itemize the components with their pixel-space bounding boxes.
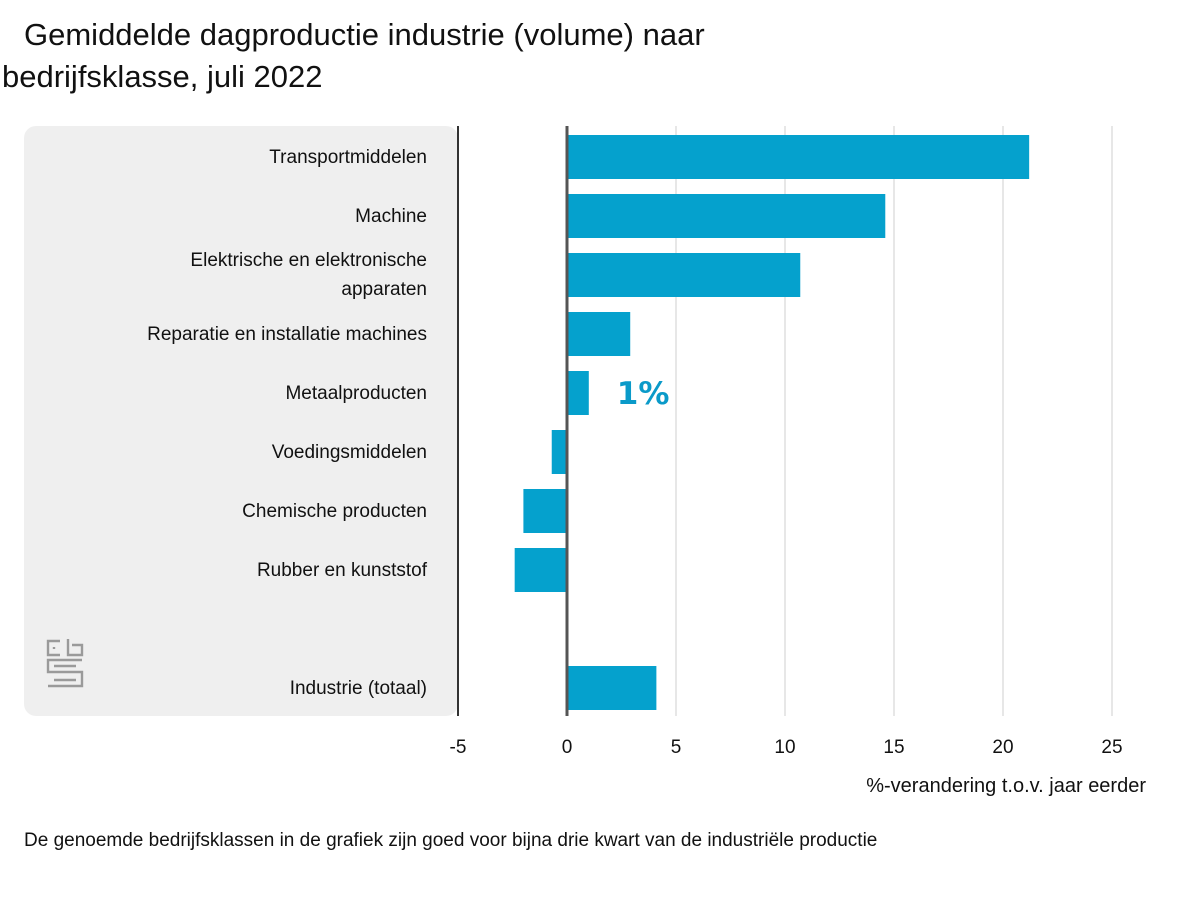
chart-title-line-1: Gemiddelde dagproductie industrie (volum… <box>24 17 705 52</box>
x-axis-title: %-verandering t.o.v. jaar eerder <box>866 775 1146 797</box>
chart-title-line-2: bedrijfsklasse, juli 2022 <box>2 59 323 94</box>
x-tick-label: -5 <box>450 737 467 758</box>
bar-4 <box>567 312 631 356</box>
x-tick-label: 10 <box>774 737 795 758</box>
category-label: Elektrische en elektronische apparaten <box>190 246 427 304</box>
footnote: De genoemde bedrijfsklassen in de grafie… <box>24 830 878 851</box>
bar-8 <box>514 548 567 592</box>
category-label: Transportmiddelen <box>269 143 427 172</box>
category-label-line: Reparatie en installatie machines <box>147 323 427 345</box>
bar-3 <box>567 253 801 297</box>
bar-7 <box>523 489 567 533</box>
bar-6 <box>551 430 567 474</box>
category-label-line: Rubber en kunststof <box>256 559 427 581</box>
x-tick-label: 15 <box>883 737 904 758</box>
category-label: Voedingsmiddelen <box>272 438 427 467</box>
category-label-line: Chemische producten <box>242 500 427 522</box>
bar-annotation: 1% <box>617 376 670 412</box>
category-label: Rubber en kunststof <box>257 556 427 585</box>
annotations: 1% <box>617 376 670 412</box>
bar-5 <box>567 371 589 415</box>
category-label-line: Industrie (totaal) <box>289 677 427 699</box>
category-label-line: Metaalproducten <box>285 382 427 404</box>
category-label: Chemische producten <box>242 497 427 526</box>
category-label-line: Transportmiddelen <box>269 146 427 168</box>
bar-10 <box>567 666 657 710</box>
bar-2 <box>567 194 886 238</box>
x-tick-label: 0 <box>562 737 573 758</box>
category-label-line: Voedingsmiddelen <box>271 441 427 463</box>
chart-title: Gemiddelde dagproductie industrie (volum… <box>0 14 820 98</box>
x-tick-labels: -5 0 5 10 15 20 25 <box>450 737 1123 758</box>
category-label-line: Machine <box>355 205 427 227</box>
bars <box>514 135 1030 710</box>
x-tick-label: 20 <box>992 737 1013 758</box>
category-label-line: Elektrische en elektronische <box>190 250 427 271</box>
category-label: Industrie (totaal) <box>290 674 427 703</box>
category-label: Machine <box>355 202 427 231</box>
axes <box>457 126 569 716</box>
bar-1 <box>567 135 1030 179</box>
category-label-panel <box>24 126 458 716</box>
cbs-logo-icon <box>44 638 86 695</box>
x-tick-label: 5 <box>671 737 682 758</box>
x-tick-label: 25 <box>1101 737 1122 758</box>
category-label: Reparatie en installatie machines <box>147 320 427 349</box>
category-label-line: apparaten <box>341 279 427 300</box>
category-label: Metaalproducten <box>285 379 427 408</box>
